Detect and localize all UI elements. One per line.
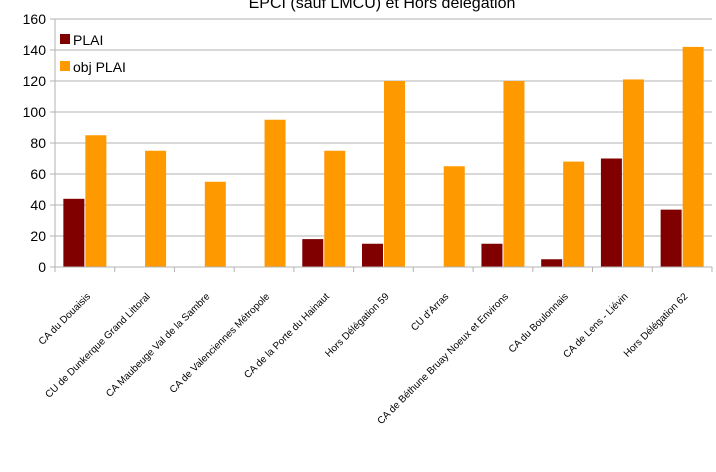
- chart-title: EPCI (sauf LMCU) et Hors délégation: [249, 0, 516, 12]
- bar-plai: [541, 259, 563, 267]
- category-label: CU d'Arras: [409, 291, 451, 333]
- category-label: CA Maubeuge Val de la Sambre: [104, 291, 213, 400]
- y-tick-label: 80: [30, 135, 46, 151]
- bar-obj-plai: [264, 119, 286, 267]
- bar-obj-plai: [324, 150, 346, 267]
- category-label: CA de Valenciennes Métropole: [168, 291, 273, 396]
- y-tick-label: 120: [23, 73, 47, 89]
- category-label: CA de Lens - Liévin: [561, 291, 630, 360]
- y-tick-label: 20: [30, 228, 46, 244]
- bar-plai: [302, 239, 324, 267]
- y-tick-label: 140: [23, 42, 47, 58]
- category-label: Hors Délégation 59: [323, 291, 392, 360]
- y-tick-label: 40: [30, 197, 46, 213]
- bar-obj-plai: [503, 81, 525, 267]
- category-label: Hors Délégation 62: [622, 291, 691, 360]
- y-tick-label: 60: [30, 166, 46, 182]
- bar-obj-plai: [443, 166, 465, 267]
- bar-plai: [63, 198, 85, 267]
- bar-obj-plai: [682, 46, 704, 268]
- y-tick-label: 100: [23, 104, 47, 120]
- y-tick-label: 160: [23, 11, 47, 27]
- bar-obj-plai: [384, 81, 405, 267]
- category-label: CA du Boulonnais: [507, 291, 571, 355]
- legend-swatch-obj-plai: [60, 61, 70, 71]
- bar-obj-plai: [563, 161, 585, 267]
- bar-obj-plai: [85, 135, 107, 267]
- bar-plai: [362, 243, 383, 267]
- bar-obj-plai: [622, 79, 644, 267]
- bar-plai: [481, 243, 503, 267]
- y-tick-label: 0: [38, 259, 46, 275]
- y-axis: 0 20 40 60 80 100 120 140 160: [23, 11, 56, 275]
- bar-plai: [600, 158, 622, 267]
- category-label: CA de Béthune Bruay Noeux et Environs: [376, 291, 512, 427]
- legend-label-plai: PLAI: [73, 32, 103, 48]
- legend: PLAI obj PLAI: [60, 32, 126, 75]
- bars: [63, 46, 704, 268]
- bar-obj-plai: [204, 181, 226, 267]
- legend-swatch-plai: [60, 34, 70, 44]
- bar-plai: [660, 209, 682, 267]
- legend-label-obj-plai: obj PLAI: [73, 59, 126, 75]
- category-label: CU de Dunkerque Grand Littoral: [44, 291, 153, 400]
- category-label: CA du Douaisis: [37, 291, 93, 347]
- bar-obj-plai: [145, 150, 167, 267]
